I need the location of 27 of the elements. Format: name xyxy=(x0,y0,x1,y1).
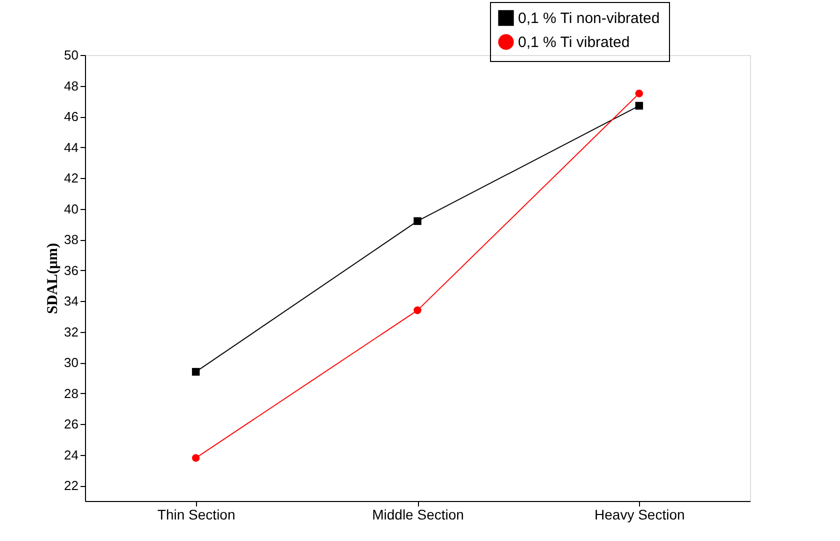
y-tick-label: 32 xyxy=(64,324,78,340)
x-tick-label: Middle Section xyxy=(372,506,464,522)
y-tick-label: 36 xyxy=(64,262,78,278)
y-tick-label: 46 xyxy=(64,109,78,124)
point xyxy=(414,217,422,225)
legend-label: 0,1 % Ti vibrated xyxy=(518,34,630,51)
y-tick-label: 24 xyxy=(64,447,78,462)
x-tick-label: Thin Section xyxy=(157,506,236,522)
y-tick-label: 50 xyxy=(64,48,78,62)
y-tick-label: 28 xyxy=(64,386,78,401)
y-tick-label: 48 xyxy=(64,78,78,94)
point xyxy=(192,454,200,462)
legend-label: 0,1 % Ti non-vibrated xyxy=(518,10,660,27)
point xyxy=(635,102,644,110)
y-tick-label: 44 xyxy=(64,140,78,155)
y-tick-label: 30 xyxy=(64,355,78,370)
point xyxy=(635,90,644,98)
point xyxy=(414,306,422,314)
x-tick-label: Heavy Section xyxy=(594,506,685,522)
y-tick-label: 42 xyxy=(64,170,78,186)
y-tick-label: 22 xyxy=(64,478,78,494)
y-tick-label: 34 xyxy=(64,294,78,309)
y-tick-label: 40 xyxy=(64,201,78,216)
point xyxy=(192,368,200,376)
y-axis-title: SDAL(μm) xyxy=(45,242,62,314)
y-tick-label: 38 xyxy=(64,232,78,248)
y-tick-label: 26 xyxy=(64,416,78,432)
